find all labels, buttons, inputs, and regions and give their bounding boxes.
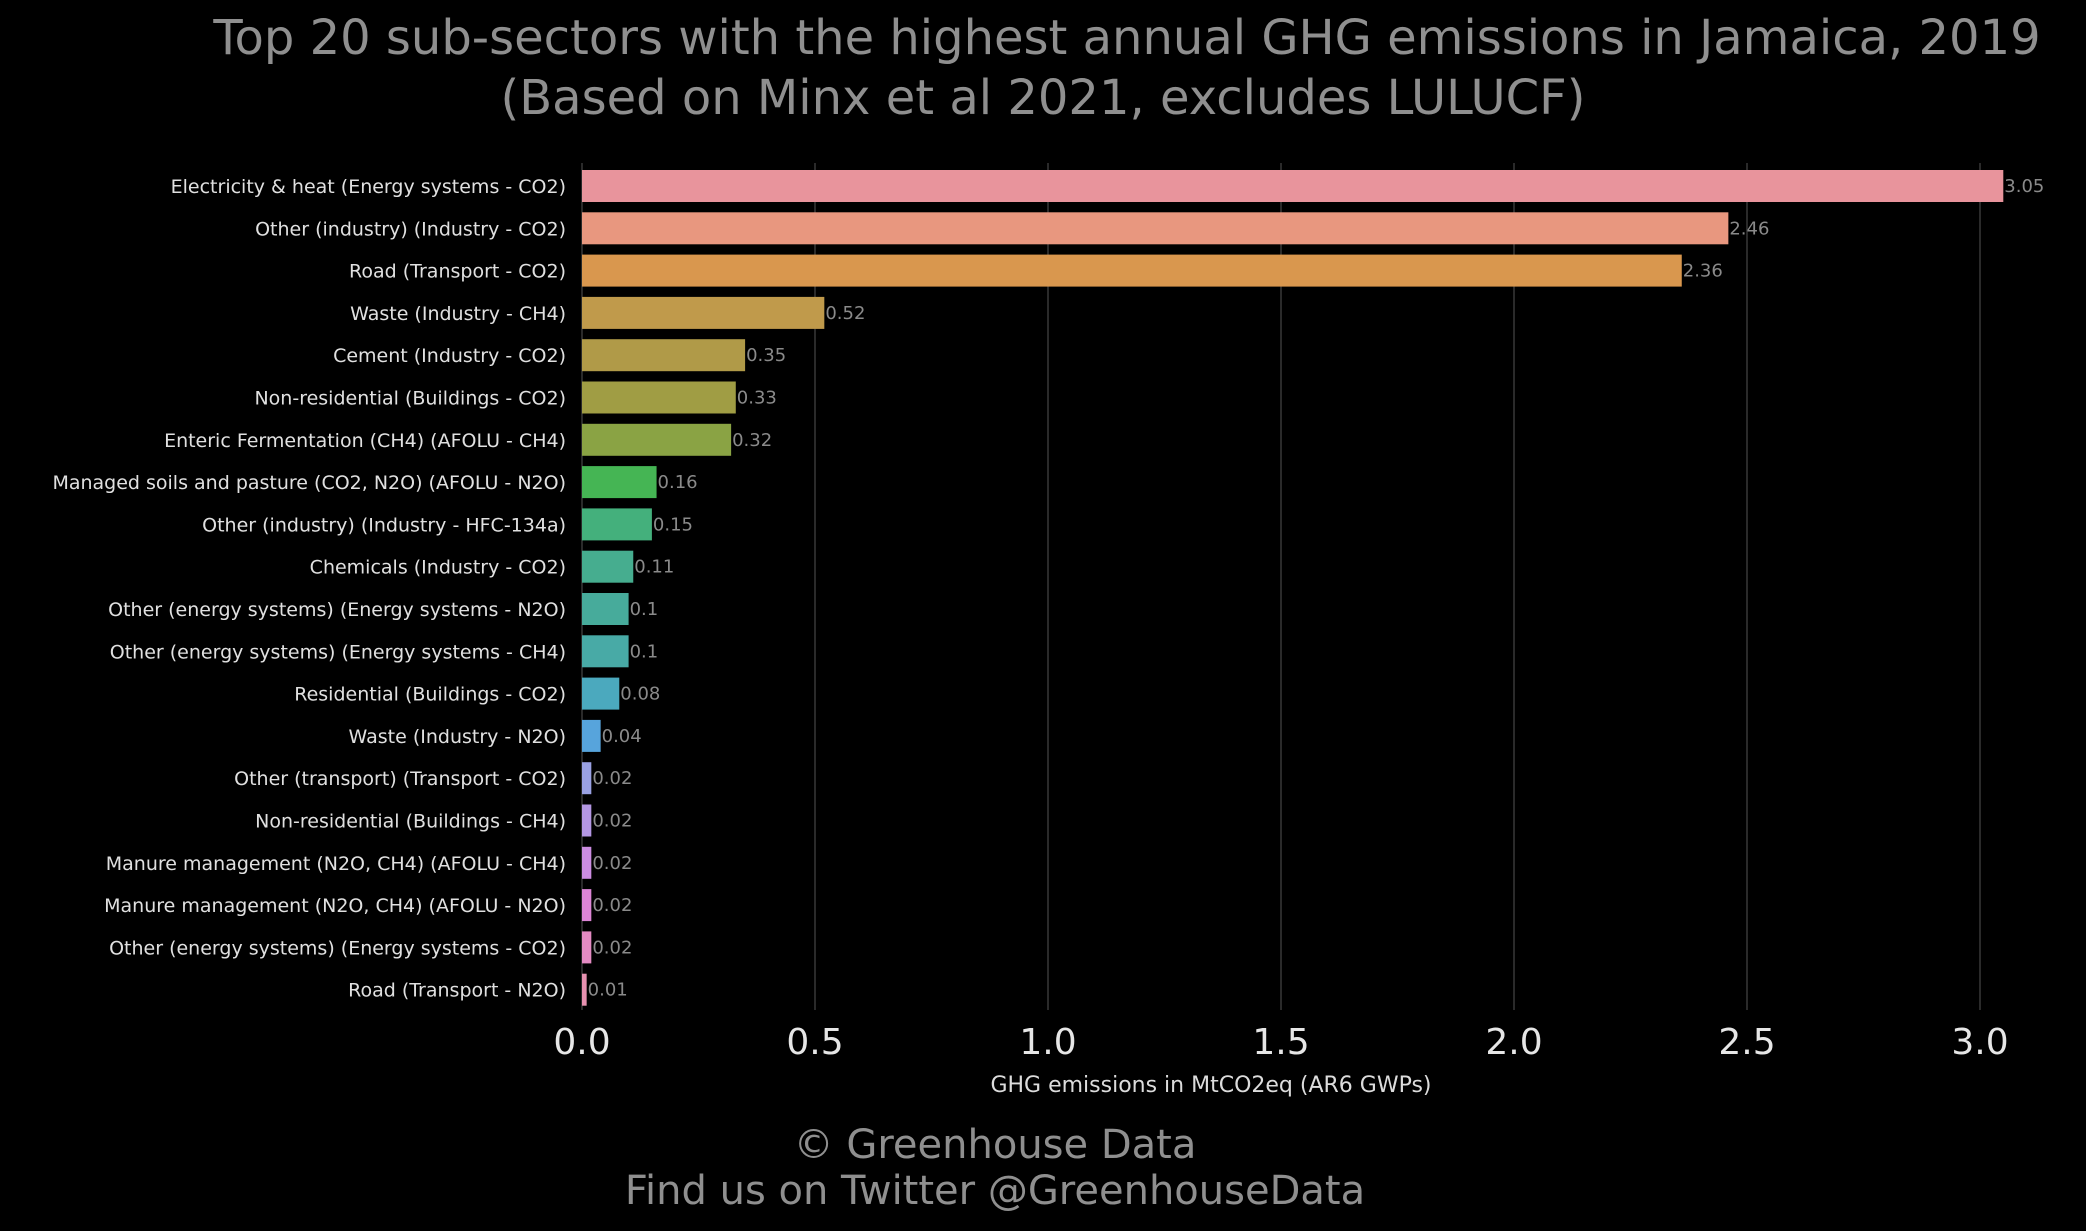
footer-credit: © Greenhouse Data Find us on Twitter @Gr… [620,1122,1370,1214]
value-label: 0.02 [592,811,632,832]
category-label: Electricity & heat (Energy systems - CO2… [171,176,566,198]
bar [582,254,1682,287]
value-label: 0.32 [732,430,772,451]
category-label: Waste (Industry - N2O) [349,726,566,748]
category-label: Non-residential (Buildings - CO2) [254,388,566,410]
bar [582,804,592,837]
value-label: 0.1 [630,599,659,620]
value-label: 0.11 [634,557,674,578]
bar [582,550,634,583]
bar [582,170,2004,202]
category-label: Other (transport) (Transport - CO2) [234,768,566,790]
bar [582,677,620,710]
value-label: 0.01 [588,980,628,1001]
value-label: 0.33 [737,388,777,409]
value-label: 0.52 [825,303,865,324]
value-label: 0.04 [602,726,642,747]
bar [582,296,825,329]
category-label: Other (energy systems) (Energy systems -… [108,599,566,621]
category-label: Other (industry) (Industry - HFC-134a) [202,514,566,536]
value-label: 0.02 [592,937,632,958]
bar [582,846,592,879]
bar [582,593,629,625]
x-tick-label: 2.5 [1718,1022,1775,1063]
x-tick-label: 1.5 [1252,1022,1309,1063]
bar [582,466,657,499]
category-label: Waste (Industry - CH4) [350,303,566,325]
value-label: 0.08 [620,684,660,705]
chart-title-line2: (Based on Minx et al 2021, excludes LULU… [500,70,1586,126]
category-label: Non-residential (Buildings - CH4) [255,811,566,833]
value-label: 0.02 [592,895,632,916]
value-label: 0.16 [658,472,698,493]
category-label: Other (energy systems) (Energy systems -… [109,937,566,959]
footer-twitter: Find us on Twitter @GreenhouseData [624,1168,1366,1214]
x-tick-label: 0.0 [553,1022,610,1063]
value-label: 0.02 [592,853,632,874]
category-label: Manure management (N2O, CH4) (AFOLU - N2… [104,895,566,917]
bar [582,762,592,795]
category-label: Enteric Fermentation (CH4) (AFOLU - CH4) [164,430,566,452]
value-label: 2.46 [1729,218,1769,239]
bar [582,381,736,414]
bar [582,508,652,541]
category-label: Manure management (N2O, CH4) (AFOLU - CH… [106,853,566,875]
x-tick-label: 3.0 [1951,1022,2008,1063]
value-label: 0.15 [653,514,693,535]
category-label: Other (industry) (Industry - CO2) [255,218,566,240]
category-label: Managed soils and pasture (CO2, N2O) (AF… [52,472,566,494]
bar [582,931,592,964]
value-label: 2.36 [1683,261,1723,282]
category-label: Road (Transport - N2O) [348,980,566,1002]
bar [582,635,629,668]
value-label: 3.05 [2004,176,2044,197]
category-label: Road (Transport - CO2) [349,261,566,283]
chart-title-line1: Top 20 sub-sectors with the highest annu… [213,10,2041,66]
chart-title: Top 20 sub-sectors with the highest annu… [0,8,2086,128]
x-tick-label: 1.0 [1019,1022,1076,1063]
bar [582,212,1729,245]
bar [582,423,732,456]
value-label: 0.35 [746,345,786,366]
x-tick-label: 0.5 [786,1022,843,1063]
bar [582,973,587,1006]
value-label: 0.02 [592,768,632,789]
category-label: Chemicals (Industry - CO2) [310,557,566,579]
footer-copyright: © Greenhouse Data [793,1122,1197,1168]
category-label: Other (energy systems) (Energy systems -… [110,641,566,663]
bar [582,339,746,372]
x-tick-label: 2.0 [1485,1022,1542,1063]
value-label: 0.1 [630,641,659,662]
x-axis-label: GHG emissions in MtCO2eq (AR6 GWPs) [990,1073,1431,1098]
category-label: Cement (Industry - CO2) [333,345,566,367]
bar [582,889,592,922]
category-label: Residential (Buildings - CO2) [294,684,566,706]
bar [582,719,601,752]
